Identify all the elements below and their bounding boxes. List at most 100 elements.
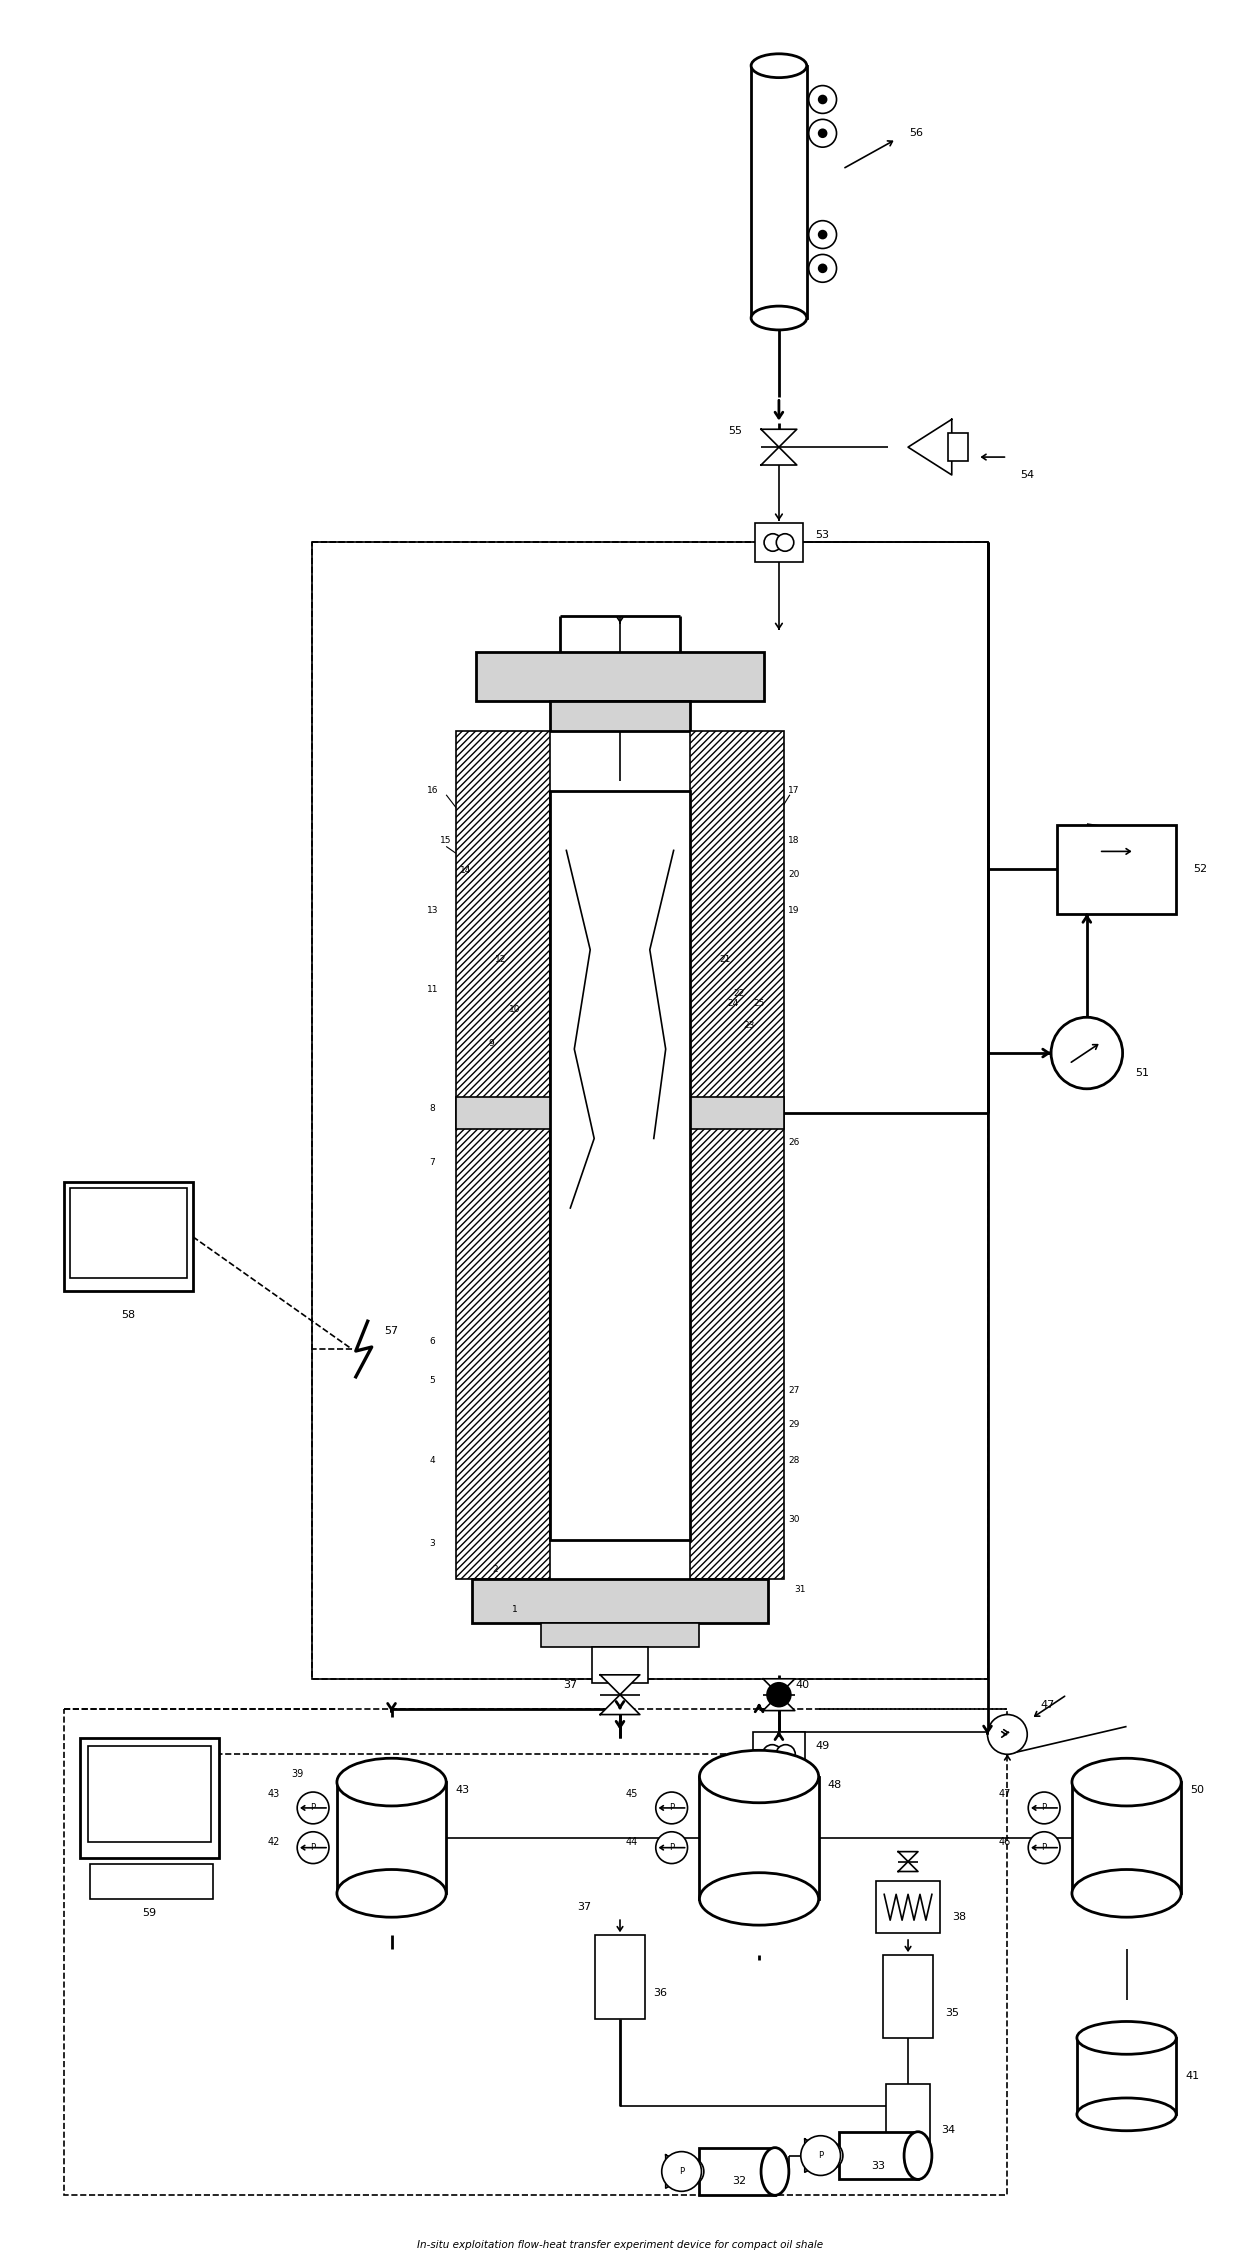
- Text: 10: 10: [508, 1006, 521, 1015]
- Text: 38: 38: [952, 1912, 967, 1923]
- Circle shape: [808, 220, 837, 249]
- Polygon shape: [805, 2138, 836, 2172]
- Bar: [476, 652, 764, 702]
- Text: 44: 44: [626, 1837, 639, 1846]
- Text: 28: 28: [789, 1456, 800, 1465]
- Circle shape: [1028, 1832, 1060, 1864]
- Bar: [312, 544, 987, 1678]
- Bar: [755, 523, 802, 562]
- Text: 37: 37: [577, 1903, 591, 1912]
- Text: 18: 18: [789, 836, 800, 845]
- Circle shape: [662, 2152, 702, 2190]
- Ellipse shape: [1071, 1758, 1182, 1805]
- Bar: [877, 1882, 940, 1932]
- Text: P: P: [1042, 1803, 1047, 1812]
- Bar: [63, 1182, 193, 1291]
- Text: 31: 31: [794, 1586, 806, 1595]
- Circle shape: [818, 231, 827, 238]
- Circle shape: [818, 129, 827, 138]
- Text: 33: 33: [872, 2161, 885, 2170]
- Text: 7: 7: [429, 1157, 435, 1166]
- Bar: [456, 732, 551, 1579]
- Bar: [541, 1624, 699, 1647]
- Text: 24: 24: [728, 999, 739, 1008]
- Text: 43: 43: [268, 1789, 279, 1798]
- Text: 53: 53: [816, 530, 830, 539]
- Circle shape: [298, 1832, 329, 1864]
- Ellipse shape: [751, 54, 807, 77]
- Text: P: P: [826, 2152, 831, 2161]
- Bar: [312, 544, 987, 1678]
- Text: 6: 6: [429, 1336, 435, 1345]
- Text: 21: 21: [719, 956, 730, 965]
- Text: 26: 26: [789, 1139, 800, 1148]
- Circle shape: [298, 1792, 329, 1823]
- Text: 37: 37: [563, 1681, 578, 1690]
- Bar: [883, 1955, 932, 2038]
- Text: 40: 40: [796, 1681, 810, 1690]
- Text: P: P: [680, 2168, 684, 2177]
- Text: 48: 48: [827, 1780, 842, 1789]
- Ellipse shape: [699, 1751, 818, 1803]
- Text: 50: 50: [1190, 1785, 1204, 1796]
- Text: 1: 1: [512, 1606, 517, 1613]
- Bar: [456, 1096, 784, 1128]
- Text: P: P: [1042, 1844, 1047, 1853]
- Text: 14: 14: [460, 865, 471, 874]
- Bar: [89, 1864, 213, 1900]
- Ellipse shape: [1076, 2020, 1177, 2054]
- Circle shape: [676, 2156, 704, 2186]
- Circle shape: [808, 86, 837, 113]
- Ellipse shape: [904, 2131, 932, 2179]
- Circle shape: [815, 2140, 843, 2170]
- Bar: [551, 790, 689, 1540]
- Circle shape: [776, 1744, 795, 1764]
- Text: 4: 4: [429, 1456, 435, 1465]
- Bar: [1076, 2038, 1177, 2113]
- Circle shape: [763, 1744, 781, 1764]
- Text: 45: 45: [626, 1789, 639, 1798]
- Circle shape: [1052, 1017, 1122, 1089]
- Text: 12: 12: [495, 956, 506, 965]
- Bar: [699, 2147, 775, 2195]
- Bar: [887, 2084, 930, 2156]
- Text: 41: 41: [1185, 2070, 1199, 2082]
- Text: 19: 19: [789, 906, 800, 915]
- Bar: [689, 732, 784, 1579]
- Polygon shape: [600, 1694, 640, 1715]
- Circle shape: [801, 2136, 841, 2174]
- Text: 34: 34: [941, 2125, 955, 2134]
- Text: 59: 59: [143, 1907, 156, 1918]
- Bar: [1056, 824, 1177, 915]
- Text: 29: 29: [789, 1420, 800, 1429]
- Bar: [69, 1189, 187, 1277]
- Polygon shape: [666, 2154, 697, 2188]
- Text: 2: 2: [492, 1565, 497, 1574]
- Circle shape: [776, 535, 794, 550]
- Bar: [838, 2131, 918, 2179]
- Bar: [88, 1746, 211, 1841]
- Circle shape: [808, 254, 837, 283]
- Polygon shape: [761, 430, 797, 446]
- Bar: [79, 1740, 218, 1857]
- Circle shape: [768, 1683, 791, 1706]
- Polygon shape: [908, 419, 952, 476]
- Text: 39: 39: [291, 1769, 304, 1780]
- Text: 49: 49: [816, 1742, 830, 1751]
- Text: 16: 16: [427, 786, 438, 795]
- Polygon shape: [898, 1862, 918, 1871]
- Text: 25: 25: [754, 999, 765, 1008]
- Text: 30: 30: [789, 1515, 800, 1524]
- Ellipse shape: [1071, 1869, 1182, 1916]
- Text: 57: 57: [384, 1325, 398, 1336]
- Text: 52: 52: [1193, 865, 1207, 874]
- Circle shape: [1028, 1792, 1060, 1823]
- Text: 27: 27: [789, 1386, 800, 1395]
- Ellipse shape: [1076, 2097, 1177, 2131]
- Circle shape: [656, 1832, 687, 1864]
- Text: 23: 23: [744, 1022, 755, 1031]
- Ellipse shape: [337, 1758, 446, 1805]
- Polygon shape: [763, 1694, 795, 1710]
- Text: 54: 54: [1021, 469, 1034, 480]
- Text: 56: 56: [909, 129, 923, 138]
